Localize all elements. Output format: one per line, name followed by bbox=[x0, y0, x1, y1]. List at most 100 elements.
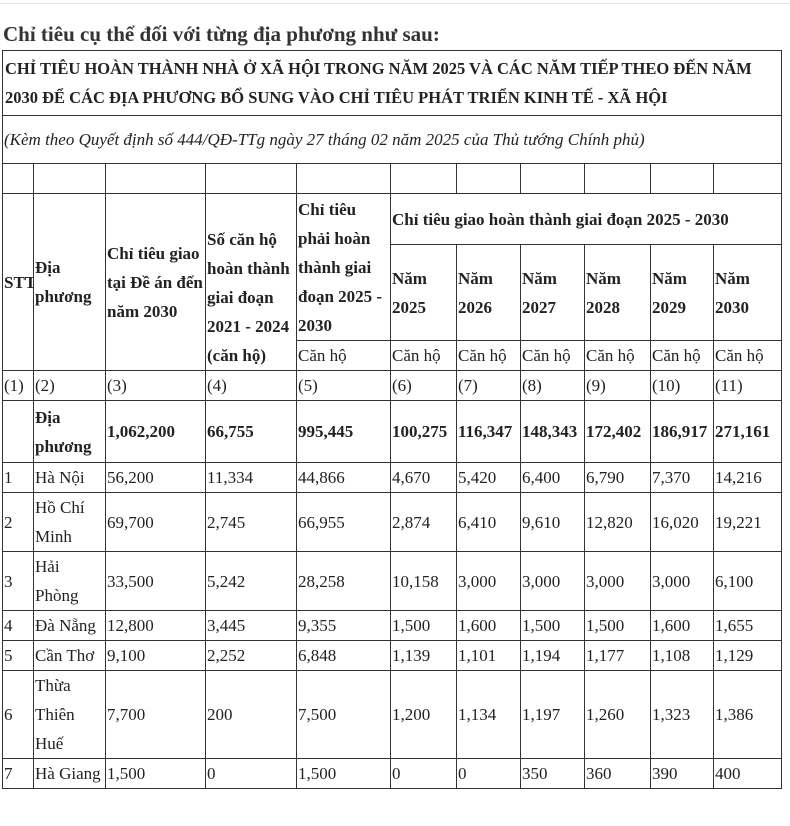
unit-cell: Căn hộ bbox=[712, 340, 783, 371]
row-value: 0 bbox=[390, 758, 457, 789]
row-locality: Cần Thơ bbox=[33, 640, 106, 671]
total-value: 148,343 bbox=[520, 400, 585, 463]
row-value: 200 bbox=[205, 670, 297, 759]
row-value: 56,200 bbox=[105, 462, 206, 493]
row-value: 3,000 bbox=[584, 551, 651, 611]
row-value: 1,500 bbox=[105, 758, 206, 789]
row-value: 6,790 bbox=[584, 462, 651, 493]
unit-cell: Căn hộ bbox=[520, 340, 585, 371]
row-value: 1,194 bbox=[520, 640, 585, 671]
row-value: 1,600 bbox=[456, 610, 521, 641]
row-value: 14,216 bbox=[712, 462, 783, 493]
table-title: CHỈ TIÊU HOÀN THÀNH NHÀ Ở XÃ HỘI TRONG N… bbox=[1, 50, 783, 116]
row-value: 1,655 bbox=[712, 610, 783, 641]
row-value: 1,101 bbox=[456, 640, 521, 671]
row-value: 9,610 bbox=[520, 492, 585, 552]
unit-cell: Căn hộ bbox=[584, 340, 651, 371]
row-value: 1,600 bbox=[650, 610, 714, 641]
total-value: 100,275 bbox=[390, 400, 457, 463]
row-value: 1,323 bbox=[650, 670, 714, 759]
row-locality: Đà Nẵng bbox=[33, 610, 106, 641]
row-value: 1,200 bbox=[390, 670, 457, 759]
row-locality: Hà Nội bbox=[33, 462, 106, 493]
row-value: 1,500 bbox=[520, 610, 585, 641]
row-value: 1,108 bbox=[650, 640, 714, 671]
table-row: 1 Hà Nội 56,200 11,334 44,866 4,670 5,420 6,400… bbox=[2, 462, 783, 493]
row-value: 1,129 bbox=[712, 640, 783, 671]
header-year: Năm 2026 bbox=[456, 244, 521, 341]
row-value: 11,334 bbox=[205, 462, 297, 493]
unit-cell: Căn hộ bbox=[390, 340, 457, 371]
table-row: 6 Thừa Thiên Huế 7,700 200 7,500 1,200 1,134 1,… bbox=[2, 670, 783, 759]
row-value: 9,100 bbox=[105, 640, 206, 671]
column-number: (1) bbox=[2, 370, 34, 401]
row-value: 1,139 bbox=[390, 640, 457, 671]
total-value: 995,445 bbox=[296, 400, 391, 463]
row-value: 1,197 bbox=[520, 670, 585, 759]
row-value: 3,000 bbox=[650, 551, 714, 611]
total-label: Địa phương bbox=[33, 400, 106, 463]
row-value: 6,848 bbox=[296, 640, 391, 671]
column-number: (11) bbox=[712, 370, 783, 401]
header-year: Năm 2027 bbox=[520, 244, 585, 341]
row-value: 6,400 bbox=[520, 462, 585, 493]
row-value: 390 bbox=[650, 758, 714, 789]
row-stt: 7 bbox=[2, 758, 34, 789]
row-value: 4,670 bbox=[390, 462, 457, 493]
top-border bbox=[0, 0, 790, 4]
header-completed: Số căn hộ hoàn thành giai đoạn 2021 - 20… bbox=[205, 193, 297, 371]
column-number: (5) bbox=[296, 370, 391, 401]
column-number: (7) bbox=[456, 370, 521, 401]
row-value: 5,420 bbox=[456, 462, 521, 493]
row-value: 1,134 bbox=[456, 670, 521, 759]
row-value: 7,500 bbox=[296, 670, 391, 759]
row-value: 1,260 bbox=[584, 670, 651, 759]
total-value: 186,917 bbox=[650, 400, 714, 463]
table-row: 7 Hà Giang 1,500 0 1,500 0 0 350 360 390 400 bbox=[2, 758, 783, 789]
table-row: 4 Đà Nẵng 12,800 3,445 9,355 1,500 1,600 1,500 1… bbox=[2, 610, 783, 641]
row-value: 6,410 bbox=[456, 492, 521, 552]
row-value: 2,745 bbox=[205, 492, 297, 552]
total-value: 116,347 bbox=[456, 400, 521, 463]
row-value: 3,445 bbox=[205, 610, 297, 641]
column-number: (10) bbox=[650, 370, 714, 401]
housing-target-table: CHỈ TIÊU HOÀN THÀNH NHÀ Ở XÃ HỘI TRONG N… bbox=[1, 50, 783, 789]
row-value: 1,500 bbox=[296, 758, 391, 789]
total-stt bbox=[2, 400, 34, 463]
row-locality: Hồ Chí Minh bbox=[33, 492, 106, 552]
table-row: 2 Hồ Chí Minh 69,700 2,745 66,955 2,874 6,410 9… bbox=[2, 492, 783, 552]
row-value: 44,866 bbox=[296, 462, 391, 493]
row-value: 0 bbox=[456, 758, 521, 789]
row-value: 5,242 bbox=[205, 551, 297, 611]
row-stt: 6 bbox=[2, 670, 34, 759]
row-value: 66,955 bbox=[296, 492, 391, 552]
row-value: 400 bbox=[712, 758, 783, 789]
row-value: 9,355 bbox=[296, 610, 391, 641]
row-value: 28,258 bbox=[296, 551, 391, 611]
total-value: 271,161 bbox=[712, 400, 783, 463]
header-required: Chỉ tiêu phải hoàn thành giai đoạn 2025 … bbox=[296, 193, 391, 341]
row-locality: Hà Giang bbox=[33, 758, 106, 789]
header-year: Năm 2029 bbox=[650, 244, 714, 341]
row-stt: 2 bbox=[2, 492, 34, 552]
row-value: 1,177 bbox=[584, 640, 651, 671]
table-subtitle: (Kèm theo Quyết định số 444/QĐ-TTg ngày … bbox=[1, 115, 783, 164]
column-number: (2) bbox=[33, 370, 106, 401]
row-value: 2,252 bbox=[205, 640, 297, 671]
total-value: 172,402 bbox=[584, 400, 651, 463]
header-year: Năm 2028 bbox=[584, 244, 651, 341]
row-value: 69,700 bbox=[105, 492, 206, 552]
row-value: 7,370 bbox=[650, 462, 714, 493]
row-value: 350 bbox=[520, 758, 585, 789]
row-value: 19,221 bbox=[712, 492, 783, 552]
column-number: (3) bbox=[105, 370, 206, 401]
column-number: (4) bbox=[205, 370, 297, 401]
row-value: 12,800 bbox=[105, 610, 206, 641]
header-locality: Địa phương bbox=[33, 193, 106, 371]
intro-heading: Chỉ tiêu cụ thể đối với từng địa phương … bbox=[3, 22, 440, 46]
header-stt: STT bbox=[2, 193, 34, 371]
row-stt: 3 bbox=[2, 551, 34, 611]
row-value: 3,000 bbox=[520, 551, 585, 611]
row-value: 1,386 bbox=[712, 670, 783, 759]
row-value: 33,500 bbox=[105, 551, 206, 611]
